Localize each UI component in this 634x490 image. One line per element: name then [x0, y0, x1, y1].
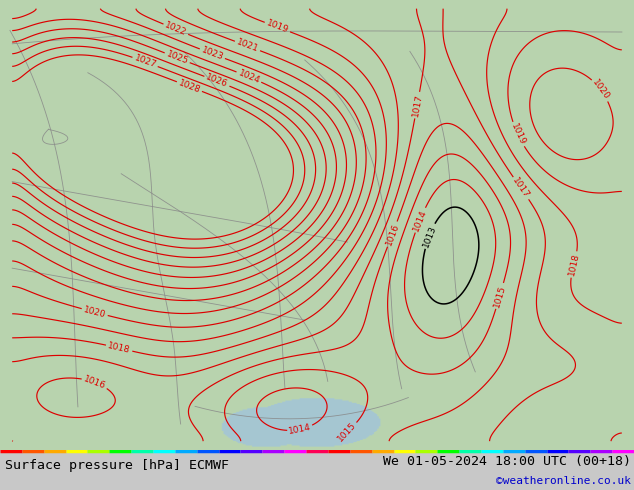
Text: 1015: 1015: [335, 420, 358, 443]
Text: 1023: 1023: [200, 46, 224, 62]
Text: 1017: 1017: [411, 93, 424, 117]
Text: 1018: 1018: [567, 252, 581, 277]
Text: Surface pressure [hPa] ECMWF: Surface pressure [hPa] ECMWF: [5, 459, 229, 471]
Text: 1015: 1015: [492, 284, 507, 308]
Text: 1017: 1017: [511, 176, 531, 200]
Text: 1019: 1019: [509, 122, 527, 147]
Text: 1018: 1018: [107, 341, 131, 355]
Text: ©weatheronline.co.uk: ©weatheronline.co.uk: [496, 476, 631, 486]
Text: 1019: 1019: [265, 19, 290, 35]
Text: 1024: 1024: [236, 69, 261, 85]
Text: We 01-05-2024 18:00 UTC (00+18): We 01-05-2024 18:00 UTC (00+18): [383, 455, 631, 468]
Text: 1016: 1016: [384, 222, 401, 246]
Text: 1014: 1014: [411, 208, 429, 232]
Text: 1020: 1020: [590, 78, 611, 102]
Text: 1027: 1027: [133, 54, 157, 70]
Text: 1028: 1028: [177, 78, 202, 95]
Text: 1026: 1026: [205, 73, 230, 90]
Text: 1020: 1020: [82, 305, 107, 319]
Text: 1016: 1016: [82, 374, 107, 391]
Text: 1021: 1021: [235, 38, 260, 54]
Text: 1014: 1014: [287, 423, 311, 436]
Text: 1025: 1025: [165, 49, 190, 66]
Text: 1013: 1013: [421, 223, 437, 248]
Text: 1022: 1022: [164, 21, 188, 38]
